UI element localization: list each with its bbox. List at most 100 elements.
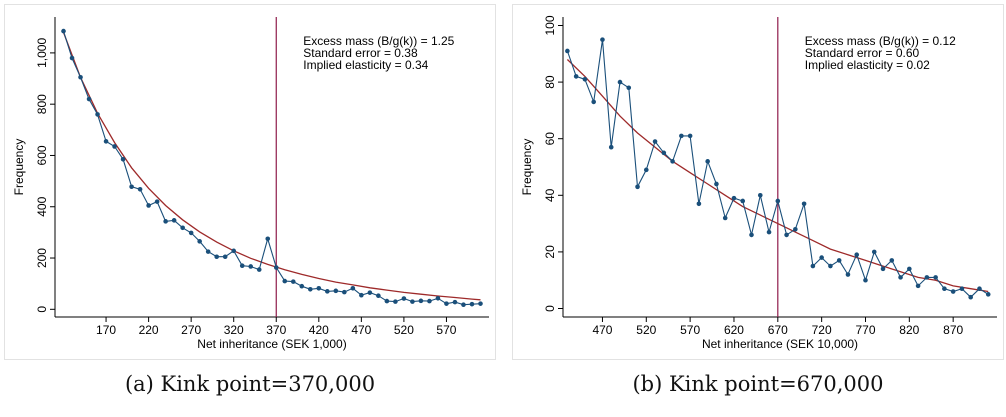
y-tick-label: 0 <box>543 305 557 312</box>
observed-point <box>427 298 432 304</box>
observed-point <box>299 283 305 289</box>
observed-point <box>687 133 693 139</box>
observed-point <box>163 219 168 224</box>
x-tick-label: 670 <box>768 323 788 337</box>
observed-point <box>591 99 596 105</box>
observed-point <box>273 265 279 270</box>
y-tick-label: 400 <box>35 196 49 216</box>
observed-point <box>670 159 675 164</box>
observed-point <box>679 133 684 139</box>
observed-point <box>740 198 746 204</box>
observed-point <box>188 230 194 236</box>
observed-point <box>461 302 466 307</box>
observed-point <box>714 181 719 187</box>
x-tick-label: 270 <box>181 323 201 337</box>
x-tick-label: 770 <box>855 323 875 337</box>
y-tick-label: 1,000 <box>35 38 49 68</box>
chart-svg-b: 470 520 570 620 670 720 770 820 870 0 20 40 60 80 100 N… <box>520 15 997 351</box>
observed-point <box>907 266 912 272</box>
observed-point <box>452 299 458 305</box>
observed-point <box>418 298 424 304</box>
x-tick-label: 620 <box>724 323 744 337</box>
observed-point <box>478 301 483 306</box>
observed-point <box>393 299 398 304</box>
observed-point <box>367 290 373 295</box>
annotation-text: Excess mass (B/g(k)) = 0.12 <box>805 34 956 48</box>
x-tick-label: 370 <box>266 323 286 337</box>
chart-svg-a: 170 220 270 320 370 420 470 520 570 0 200 400 600 800… <box>12 17 489 351</box>
observed-point <box>384 298 390 304</box>
observed-point <box>828 263 833 269</box>
observed-point <box>325 289 330 294</box>
y-tick-label: 20 <box>543 245 557 259</box>
annotation-text: Implied elasticity = 0.34 <box>303 58 428 72</box>
observed-point <box>924 275 930 280</box>
x-tick-label: 420 <box>309 323 329 337</box>
y-tick-label: 200 <box>35 248 49 268</box>
observed-point <box>231 248 237 254</box>
observed-point <box>643 167 649 173</box>
observed-point <box>359 292 364 298</box>
x-axis-title: Net inheritance (SEK 10,000) <box>702 337 858 351</box>
y-tick-label: 100 <box>543 15 557 35</box>
observed-point <box>120 157 126 162</box>
observed-point <box>801 201 807 207</box>
observed-point <box>410 299 415 304</box>
observed-point <box>290 279 296 284</box>
fitted-curve <box>566 59 989 293</box>
observed-point <box>863 277 868 283</box>
observed-point <box>137 187 143 192</box>
observed-point <box>705 159 710 164</box>
fitted-curve <box>62 32 481 301</box>
observed-point <box>95 112 100 117</box>
observed-point <box>197 239 202 244</box>
observed-point <box>784 232 789 238</box>
observed-point <box>889 258 895 263</box>
observed-point <box>968 294 973 300</box>
x-tick-label: 520 <box>394 323 414 337</box>
annotation-text: Standard error = 0.60 <box>805 46 920 60</box>
observed-point <box>342 289 347 295</box>
observed-point <box>696 201 702 207</box>
observed-point <box>652 139 658 144</box>
x-tick-label: 170 <box>96 323 116 337</box>
observed-point <box>180 225 185 231</box>
observed-point <box>103 139 109 144</box>
observed-point <box>376 293 381 299</box>
observed-point <box>205 249 211 254</box>
y-tick-label: 60 <box>543 132 557 146</box>
observed-point <box>565 48 570 54</box>
observed-point <box>214 254 219 260</box>
x-tick-label: 470 <box>351 323 371 337</box>
observed-point <box>129 184 134 190</box>
observed-point <box>898 275 903 280</box>
observed-point <box>435 295 441 301</box>
observed-point <box>626 85 632 91</box>
observed-point <box>959 286 965 291</box>
x-tick-label: 220 <box>139 323 159 337</box>
x-tick-label: 520 <box>636 323 656 337</box>
y-tick-label: 40 <box>543 188 557 202</box>
chart-panel-b: 470 520 570 620 670 720 770 820 870 0 20 40 60 80 100 N… <box>512 4 1004 360</box>
observed-point <box>985 292 991 297</box>
y-tick-label: 800 <box>35 94 49 114</box>
observed-point <box>146 203 151 208</box>
observed-point <box>573 74 579 79</box>
annotation-text: Implied elasticity = 0.02 <box>805 58 930 72</box>
observed-point <box>333 288 339 294</box>
observed-series-line <box>62 30 481 306</box>
observed-point <box>731 195 737 201</box>
observed-point <box>617 79 623 85</box>
observed-point <box>112 144 117 149</box>
annotation-text: Standard error = 0.38 <box>303 46 418 60</box>
observed-point <box>282 278 288 284</box>
observed-point <box>444 301 449 306</box>
observed-point <box>61 28 66 34</box>
chart-panel-a: 170 220 270 320 370 420 470 520 570 0 200 400 600 800… <box>4 4 496 360</box>
observed-point <box>757 193 763 198</box>
observed-point <box>819 255 824 260</box>
observed-point <box>942 286 947 291</box>
y-axis-title: Frequency <box>12 139 26 196</box>
x-tick-label: 320 <box>224 323 244 337</box>
caption-a: (a) Kink point=370,000 <box>124 372 376 396</box>
